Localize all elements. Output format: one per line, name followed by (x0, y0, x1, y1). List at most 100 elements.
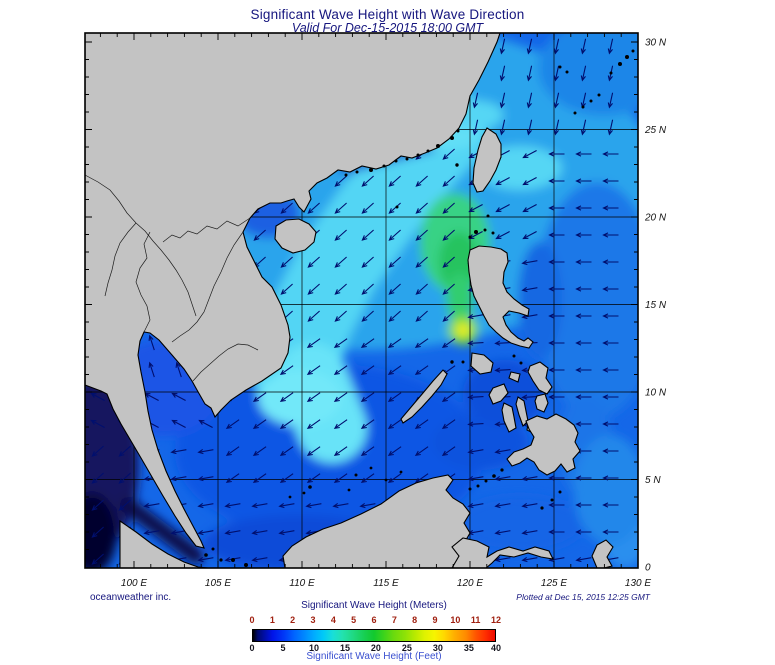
islet (450, 360, 454, 364)
islet (512, 354, 516, 358)
meters-tick-label: 7 (391, 615, 397, 625)
country-border (162, 217, 251, 243)
feet-tick-label: 10 (308, 643, 319, 653)
islet (558, 490, 562, 494)
page-title: Significant Wave Height with Wave Direct… (250, 7, 525, 22)
islet (369, 466, 373, 470)
land-negros (501, 402, 517, 433)
lon-tick-label: 100 E (121, 578, 147, 589)
land-mindoro (470, 352, 494, 375)
meters-tick-label: 8 (412, 615, 418, 625)
islet (540, 506, 544, 510)
meters-tick-label: 12 (490, 615, 502, 625)
islet (484, 479, 488, 483)
legend-title-meters: Significant Wave Height (Meters) (301, 600, 447, 611)
wave-height-colorbar (252, 629, 496, 642)
islet (455, 163, 459, 167)
land-panay (488, 383, 509, 405)
islet (355, 170, 359, 174)
country-border (104, 222, 137, 297)
feet-tick-label: 5 (280, 643, 286, 653)
islet (416, 153, 420, 157)
meters-tick-label: 6 (371, 615, 377, 625)
islet (468, 487, 472, 491)
lon-tick-label: 110 E (289, 578, 315, 589)
country-border (171, 231, 244, 343)
islet (394, 159, 398, 163)
land-mindanao (506, 413, 581, 476)
feet-tick-label: 15 (339, 643, 350, 653)
land-sumatra (119, 519, 209, 568)
lon-tick-label: 105 E (205, 578, 231, 589)
islet (500, 468, 504, 472)
country-border (85, 174, 197, 317)
landmasses (85, 33, 635, 568)
meters-tick-label: 4 (330, 615, 336, 625)
feet-tick-label: 35 (463, 643, 474, 653)
islet (219, 558, 223, 562)
country-border (135, 231, 151, 333)
islet (426, 149, 430, 153)
page-subtitle: Valid For Dec-15-2015 18:00 GMT (291, 21, 484, 35)
lat-tick-label: 5 N (645, 475, 661, 486)
islet (492, 474, 496, 478)
islet (597, 93, 601, 97)
lon-tick-label: 125 E (541, 578, 567, 589)
islet (609, 71, 613, 75)
map-frame-and-ticks (84, 32, 639, 569)
feet-tick-label: 25 (401, 643, 412, 653)
meters-tick-label: 11 (470, 615, 481, 625)
islet (231, 558, 235, 562)
islet (581, 105, 585, 109)
meters-tick-label: 3 (310, 615, 316, 625)
islet (244, 563, 248, 567)
islet (565, 70, 569, 74)
axis-labels: 30 N 25 N 20 N 15 N 10 N 5 N 0 100 E 105 E 110 E 1… (121, 38, 667, 590)
lat-tick-label: 30 N (645, 38, 667, 49)
meters-tick-label: 9 (432, 615, 438, 625)
islet (369, 168, 373, 172)
oceanweather-credit: oceanweather inc. (90, 592, 172, 603)
lat-tick-label: 0 (645, 563, 651, 574)
islet (519, 361, 523, 365)
islet (483, 228, 487, 232)
lon-tick-label: 130 E (625, 578, 651, 589)
islet (450, 136, 454, 140)
islet (211, 547, 215, 551)
islet (625, 55, 629, 59)
islet (347, 488, 351, 492)
land-luzon (467, 245, 534, 349)
islet (468, 235, 472, 239)
land-sulawesi (451, 537, 554, 568)
islet (302, 491, 306, 495)
lat-tick-label: 10 N (645, 388, 667, 399)
lon-tick-label: 120 E (457, 578, 483, 589)
land-leyte (534, 393, 549, 413)
legend-title-feet: Significant Wave Height (Feet) (306, 651, 442, 662)
islet (405, 157, 409, 161)
islet (288, 495, 292, 499)
islet (589, 99, 593, 103)
lat-tick-label: 15 N (645, 300, 667, 311)
land-cebu (515, 396, 529, 427)
islet (384, 478, 388, 482)
land-taiwan (472, 127, 502, 193)
islet (354, 473, 358, 477)
islet (618, 62, 622, 66)
feet-tick-label: 40 (490, 643, 502, 653)
islet (486, 214, 490, 218)
islet (631, 49, 635, 53)
lat-tick-label: 25 N (644, 125, 667, 136)
country-border (192, 343, 259, 382)
islet (344, 173, 348, 177)
meters-tick-label: 5 (351, 615, 357, 625)
land-palawan (400, 369, 448, 424)
islet (204, 553, 208, 557)
islet (395, 205, 399, 209)
islet (558, 65, 562, 69)
islet (461, 360, 465, 364)
lon-tick-label: 115 E (373, 578, 399, 589)
islet (436, 144, 440, 148)
